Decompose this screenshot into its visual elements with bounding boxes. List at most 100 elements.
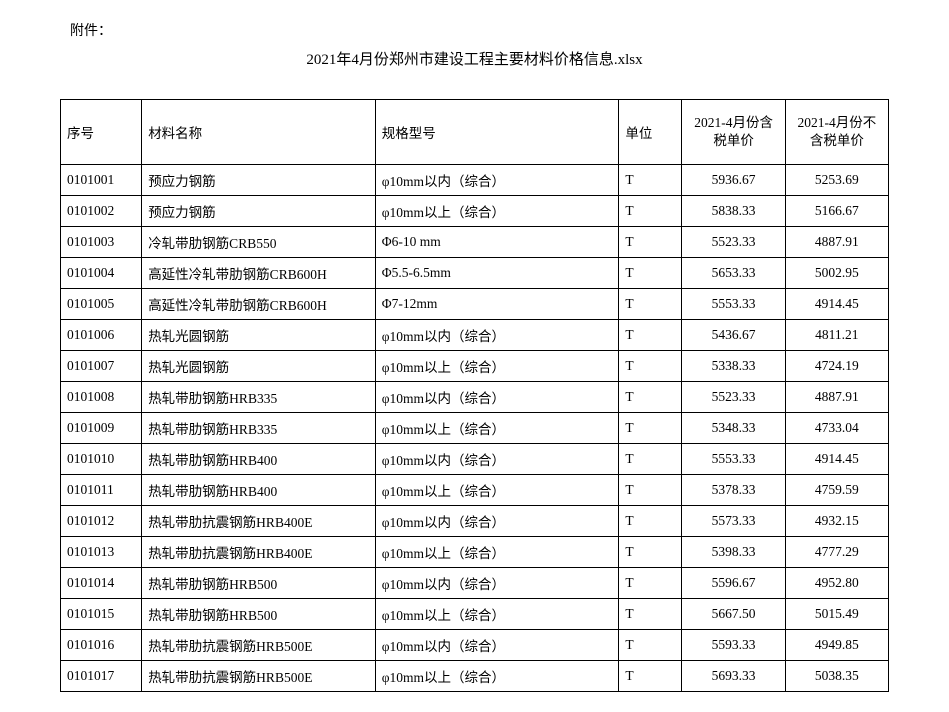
cell-price-notax: 4724.19: [785, 351, 888, 382]
cell-seq: 0101010: [61, 444, 142, 475]
table-row: 0101015热轧带肋钢筋HRB500φ10mm以上（综合）T5667.5050…: [61, 599, 889, 630]
cell-price-notax: 4811.21: [785, 320, 888, 351]
table-row: 0101004高延性冷轧带肋钢筋CRB600HΦ5.5-6.5mmT5653.3…: [61, 258, 889, 289]
cell-name: 高延性冷轧带肋钢筋CRB600H: [142, 289, 376, 320]
table-row: 0101013热轧带肋抗震钢筋HRB400Eφ10mm以上（综合）T5398.3…: [61, 537, 889, 568]
table-row: 0101003冷轧带肋钢筋CRB550Φ6-10 mmT5523.334887.…: [61, 227, 889, 258]
cell-price-notax: 5002.95: [785, 258, 888, 289]
table-row: 0101002预应力钢筋φ10mm以上（综合）T5838.335166.67: [61, 196, 889, 227]
cell-price-tax: 5936.67: [682, 165, 785, 196]
cell-seq: 0101012: [61, 506, 142, 537]
cell-spec: φ10mm以上（综合）: [375, 196, 619, 227]
col-header-seq: 序号: [61, 100, 142, 165]
cell-price-tax: 5573.33: [682, 506, 785, 537]
cell-spec: φ10mm以上（综合）: [375, 661, 619, 692]
cell-name: 热轧带肋抗震钢筋HRB500E: [142, 661, 376, 692]
cell-price-notax: 5166.67: [785, 196, 888, 227]
cell-unit: T: [619, 382, 682, 413]
cell-unit: T: [619, 289, 682, 320]
cell-seq: 0101005: [61, 289, 142, 320]
table-row: 0101014热轧带肋钢筋HRB500φ10mm以内（综合）T5596.6749…: [61, 568, 889, 599]
cell-price-notax: 5038.35: [785, 661, 888, 692]
cell-spec: φ10mm以上（综合）: [375, 537, 619, 568]
materials-table: 序号 材料名称 规格型号 单位 2021-4月份含税单价 2021-4月份不含税…: [60, 99, 889, 692]
cell-unit: T: [619, 568, 682, 599]
cell-seq: 0101014: [61, 568, 142, 599]
cell-price-notax: 4733.04: [785, 413, 888, 444]
cell-spec: φ10mm以内（综合）: [375, 506, 619, 537]
cell-seq: 0101009: [61, 413, 142, 444]
cell-spec: φ10mm以内（综合）: [375, 320, 619, 351]
attachment-label: 附件：: [70, 20, 889, 40]
cell-unit: T: [619, 258, 682, 289]
cell-price-notax: 5253.69: [785, 165, 888, 196]
cell-price-tax: 5653.33: [682, 258, 785, 289]
cell-spec: φ10mm以内（综合）: [375, 568, 619, 599]
cell-name: 热轧带肋抗震钢筋HRB400E: [142, 537, 376, 568]
table-header-row: 序号 材料名称 规格型号 单位 2021-4月份含税单价 2021-4月份不含税…: [61, 100, 889, 165]
cell-spec: φ10mm以上（综合）: [375, 413, 619, 444]
table-row: 0101012热轧带肋抗震钢筋HRB400Eφ10mm以内（综合）T5573.3…: [61, 506, 889, 537]
col-header-name: 材料名称: [142, 100, 376, 165]
cell-spec: φ10mm以内（综合）: [375, 382, 619, 413]
cell-seq: 0101007: [61, 351, 142, 382]
cell-name: 热轧带肋钢筋HRB400: [142, 444, 376, 475]
cell-spec: φ10mm以内（综合）: [375, 165, 619, 196]
cell-name: 预应力钢筋: [142, 196, 376, 227]
cell-price-tax: 5398.33: [682, 537, 785, 568]
cell-name: 热轧带肋钢筋HRB500: [142, 568, 376, 599]
cell-name: 冷轧带肋钢筋CRB550: [142, 227, 376, 258]
table-row: 0101011热轧带肋钢筋HRB400φ10mm以上（综合）T5378.3347…: [61, 475, 889, 506]
cell-seq: 0101002: [61, 196, 142, 227]
table-row: 0101008热轧带肋钢筋HRB335φ10mm以内（综合）T5523.3348…: [61, 382, 889, 413]
cell-name: 预应力钢筋: [142, 165, 376, 196]
cell-name: 热轧光圆钢筋: [142, 320, 376, 351]
cell-price-notax: 4949.85: [785, 630, 888, 661]
col-header-price1: 2021-4月份含税单价: [682, 100, 785, 165]
cell-price-tax: 5436.67: [682, 320, 785, 351]
table-row: 0101007热轧光圆钢筋φ10mm以上（综合）T5338.334724.19: [61, 351, 889, 382]
page-title: 2021年4月份郑州市建设工程主要材料价格信息.xlsx: [60, 48, 889, 69]
cell-unit: T: [619, 351, 682, 382]
cell-price-tax: 5593.33: [682, 630, 785, 661]
cell-seq: 0101011: [61, 475, 142, 506]
cell-name: 热轧带肋钢筋HRB335: [142, 413, 376, 444]
cell-price-tax: 5553.33: [682, 289, 785, 320]
cell-seq: 0101006: [61, 320, 142, 351]
cell-spec: Φ5.5-6.5mm: [375, 258, 619, 289]
cell-unit: T: [619, 475, 682, 506]
cell-price-tax: 5693.33: [682, 661, 785, 692]
cell-price-notax: 4932.15: [785, 506, 888, 537]
cell-unit: T: [619, 227, 682, 258]
cell-seq: 0101008: [61, 382, 142, 413]
cell-spec: φ10mm以内（综合）: [375, 444, 619, 475]
cell-spec: φ10mm以上（综合）: [375, 475, 619, 506]
cell-seq: 0101016: [61, 630, 142, 661]
cell-price-tax: 5667.50: [682, 599, 785, 630]
cell-name: 热轧带肋抗震钢筋HRB500E: [142, 630, 376, 661]
cell-price-tax: 5348.33: [682, 413, 785, 444]
cell-spec: φ10mm以上（综合）: [375, 351, 619, 382]
cell-unit: T: [619, 320, 682, 351]
cell-price-notax: 4887.91: [785, 227, 888, 258]
cell-unit: T: [619, 630, 682, 661]
cell-price-notax: 4759.59: [785, 475, 888, 506]
table-row: 0101006热轧光圆钢筋φ10mm以内（综合）T5436.674811.21: [61, 320, 889, 351]
cell-price-notax: 4914.45: [785, 444, 888, 475]
cell-unit: T: [619, 537, 682, 568]
col-header-spec: 规格型号: [375, 100, 619, 165]
cell-seq: 0101015: [61, 599, 142, 630]
cell-price-tax: 5596.67: [682, 568, 785, 599]
cell-spec: Φ6-10 mm: [375, 227, 619, 258]
cell-price-tax: 5553.33: [682, 444, 785, 475]
cell-price-tax: 5378.33: [682, 475, 785, 506]
cell-seq: 0101004: [61, 258, 142, 289]
cell-unit: T: [619, 165, 682, 196]
cell-unit: T: [619, 413, 682, 444]
cell-name: 热轧光圆钢筋: [142, 351, 376, 382]
cell-unit: T: [619, 196, 682, 227]
cell-unit: T: [619, 506, 682, 537]
cell-seq: 0101001: [61, 165, 142, 196]
table-body: 0101001预应力钢筋φ10mm以内（综合）T5936.675253.6901…: [61, 165, 889, 692]
cell-price-tax: 5838.33: [682, 196, 785, 227]
